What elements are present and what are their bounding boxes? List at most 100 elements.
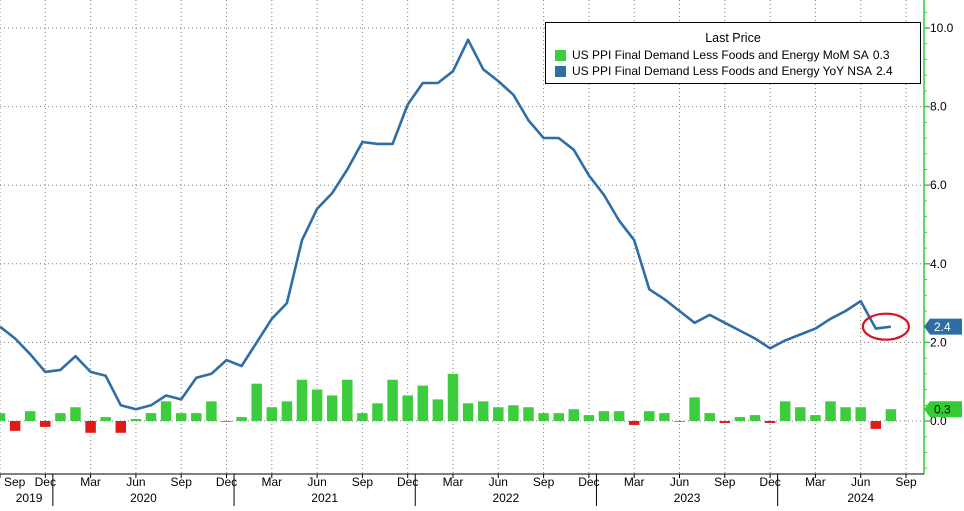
bar-mom [40,421,51,427]
bar-mom [432,399,444,421]
annotation-layer [861,312,911,341]
bar-mom [0,413,6,421]
bar-mom [191,413,202,421]
bar-mom [493,407,504,421]
x-year-label: 2022 [492,491,519,505]
x-month-label: Mar [261,475,282,489]
bar-mom [734,417,746,421]
last-value-tag-label: 2.4 [934,320,951,334]
bar-mom [24,411,36,421]
bar-mom [281,401,293,421]
x-month-label: Jun [851,475,870,489]
bar-mom [644,411,655,421]
legend: Last Price US PPI Final Demand Less Food… [545,22,921,84]
x-month-label: Sep [533,475,555,489]
bar-mom [342,379,353,421]
bar-mom [764,421,776,423]
bar-mom [598,411,610,421]
bar-mom [689,397,700,421]
x-month-label: Jun [489,475,508,489]
x-month-label: Mar [80,475,101,489]
bar-mom [825,401,836,421]
bar-mom [236,417,247,421]
legend-title: Last Price [705,31,761,45]
bar-mom [462,403,474,421]
bar-mom [326,395,338,421]
line-series-yoy [0,38,892,411]
bar-mom [160,401,172,421]
bar-mom [704,413,715,421]
x-year-label: 2019 [16,491,43,505]
bar-mom [251,383,262,421]
line-yoy-path [0,38,892,411]
y-tick-label: 8.0 [930,100,947,114]
x-month-label: Dec [397,475,418,489]
bar-mom [372,403,383,421]
bar-mom [357,413,368,421]
x-month-label: Jun [670,475,689,489]
legend-label-mom: US PPI Final Demand Less Foods and Energ… [572,48,869,62]
bar-mom [55,413,66,421]
bar-mom [523,407,534,421]
bar-mom [130,419,142,421]
bar-mom [296,379,308,421]
bar-mom [885,409,897,421]
legend-entry-yoy: US PPI Final Demand Less Foods and Energ… [555,64,893,78]
bar-mom [266,407,278,421]
x-month-label: Sep [352,475,374,489]
bar-mom [9,421,21,431]
x-year-label: 2021 [311,491,338,505]
x-month-label: Dec [35,475,56,489]
last-value-tag: 0.3 [924,401,962,418]
y-tick-label: 2.0 [930,335,947,349]
x-year-label: 2024 [847,491,874,505]
legend-entry-mom: US PPI Final Demand Less Foods and Energ… [555,48,890,62]
x-month-label: Jun [126,475,145,489]
bar-mom [749,415,761,421]
x-month-label: Mar [443,475,464,489]
x-month-label: Dec [216,475,237,489]
bar-mom [613,411,625,421]
bar-mom [402,395,413,421]
legend-swatch-blue [555,65,566,77]
bar-mom [115,421,127,433]
bar-mom [447,373,459,421]
last-value-tag-bg [924,401,962,418]
bar-mom [840,407,851,421]
x-month-label: Sep [714,475,736,489]
bar-mom [538,413,549,421]
y-tick-label: 6.0 [930,178,947,192]
bar-mom [311,389,323,421]
bar-mom [387,379,398,421]
bar-mom [206,401,217,421]
last-value-tag-label: 0.3 [934,403,951,417]
bar-mom [568,409,580,421]
x-month-label: Sep [895,475,917,489]
bar-mom [477,401,489,421]
legend-value-mom: 0.3 [872,48,890,62]
y-tick-label: 4.0 [930,257,947,271]
bar-mom [85,421,96,433]
bar-mom [175,413,187,421]
bar-mom [779,401,791,421]
y-axis: 0.0 2.0 4.0 6.0 8.0 10.0 2.4 0.3 [923,0,962,474]
bar-mom [145,413,157,421]
x-year-label: 2020 [130,491,157,505]
x-month-label: Mar [805,475,826,489]
y-tick-label: 10.0 [930,21,954,35]
last-value-tag-bg [924,318,962,335]
bar-mom [583,415,595,421]
bar-mom [659,413,670,421]
bar-mom [553,413,564,421]
x-month-label: Mar [624,475,645,489]
bar-mom [508,405,519,421]
bar-mom [674,421,685,422]
y-tick-label: 0.0 [930,414,947,428]
bar-mom [70,407,81,421]
legend-label-yoy: US PPI Final Demand Less Foods and Energ… [572,64,872,78]
highlight-ellipse [861,312,911,341]
bar-mom [100,417,111,421]
bar-series-mom [0,373,897,433]
x-year-label: 2023 [674,491,701,505]
